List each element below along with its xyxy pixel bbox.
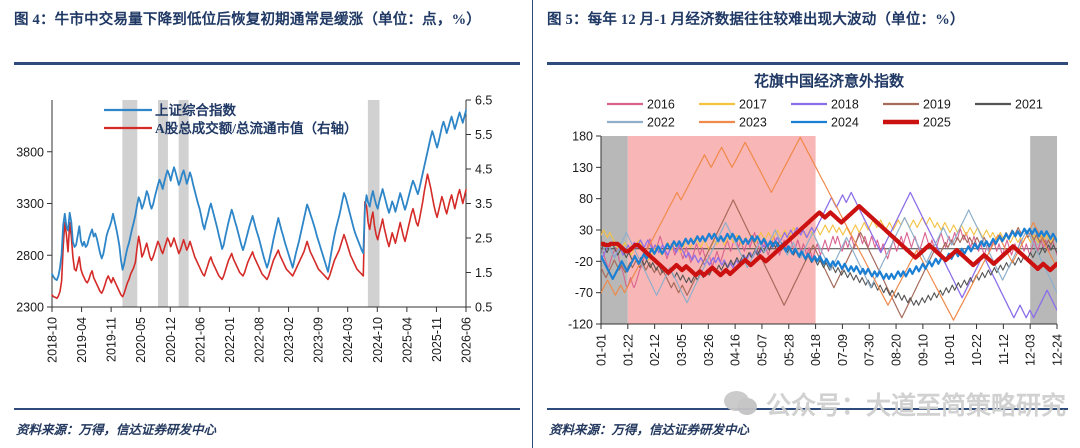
legend-label: 2023 xyxy=(739,116,767,130)
legend: 上证综合指数 A股总成交额/总流通市值（右轴） xyxy=(104,102,358,136)
y-tick-label-left: 3800 xyxy=(16,145,44,159)
figure-4-chart: 2300 2800 3300 3800 0.5 1.5 2.5 3.5 4.5 5.5 6.5 201… xyxy=(0,64,532,404)
x-tick-label: 04-16 xyxy=(729,334,743,366)
x-tick-label: 02-12 xyxy=(648,334,662,366)
figure-5-source: 资料来源：万得，信达证券研发中心 xyxy=(549,423,750,437)
legend-label: A股总成交额/总流通市值（右轴） xyxy=(155,120,358,136)
legend-label: 上证综合指数 xyxy=(155,102,236,118)
shaded-band xyxy=(157,100,168,307)
x-tick-label: 01-01 xyxy=(595,334,609,366)
x-tick-label: 2021-06 xyxy=(193,317,207,363)
x-tick-label: 2025-11 xyxy=(430,317,444,362)
y-tick-label: 130 xyxy=(572,161,593,175)
series-line-turnover xyxy=(51,173,467,300)
shaded-band xyxy=(367,100,380,307)
y-tick-label-left: 2800 xyxy=(16,249,44,263)
x-tick-label: 2025-04 xyxy=(400,317,414,363)
x-tick-label: 12-03 xyxy=(1024,334,1038,366)
x-tick-label: 11-12 xyxy=(997,334,1011,365)
x-tick-label: 09-10 xyxy=(916,334,930,366)
figure-4-bottom-rule xyxy=(14,407,520,410)
x-tick-label: 2023-02 xyxy=(282,317,296,363)
figure-4-top-rule xyxy=(14,62,520,65)
x-tick-label: 2020-05 xyxy=(134,317,148,363)
y-tick-label-right: 1.5 xyxy=(475,266,492,280)
figure-5-chart: -120 -70 -20 30 80 130 180 01-01 01-22 02-12 03-05… xyxy=(533,64,1080,404)
y-axis-left: 2300 2800 3300 3800 xyxy=(16,145,52,315)
legend-label: 2017 xyxy=(739,98,767,112)
series-line-index xyxy=(51,109,467,282)
series-line-2022 xyxy=(601,209,1057,304)
legend: 2016 2017 2018 2019 2021 2022 2023 2024 2025 xyxy=(607,98,1043,130)
shaded-bands xyxy=(601,136,1057,324)
legend-label: 2018 xyxy=(831,98,859,112)
x-tick-label: 2019-11 xyxy=(105,317,119,362)
y-tick-label: 80 xyxy=(579,192,593,206)
citi-surprise-index-chart-svg: -120 -70 -20 30 80 130 180 01-01 01-22 02-12 03-05… xyxy=(568,72,1065,366)
figure-4-title: 图 4：牛市中交易量下降到低位后恢复初期通常是缓涨（单位：点，%） xyxy=(14,12,481,28)
series-group xyxy=(51,109,467,300)
y-tick-label: -20 xyxy=(575,255,593,269)
series-line-2025 xyxy=(601,204,1057,278)
shanghai-composite-chart-svg: 2300 2800 3300 3800 0.5 1.5 2.5 3.5 4.5 5.5 6.5 201… xyxy=(16,94,492,363)
y-tick-label: 180 xyxy=(572,130,593,144)
x-tick-label: 2026-06 xyxy=(460,317,474,363)
x-tick-label: 2019-04 xyxy=(75,317,89,363)
x-tick-label: 2018-10 xyxy=(46,317,60,363)
x-tick-label: 03-26 xyxy=(702,334,716,366)
y-tick-label-right: 4.5 xyxy=(475,163,492,177)
x-tick-label: 10-22 xyxy=(970,334,984,366)
figure-5-top-rule xyxy=(547,62,1068,65)
series-line-2024 xyxy=(601,227,1057,280)
y-tick-label-right: 2.5 xyxy=(475,232,492,246)
legend-label: 2024 xyxy=(831,116,859,130)
x-tick-label: 06-18 xyxy=(809,334,823,366)
x-tick-label: 2024-10 xyxy=(371,317,385,363)
figure-5-title: 图 5：每年 12 月-1 月经济数据往往较难出现大波动（单位：%） xyxy=(547,12,965,28)
y-axis-right: 0.5 1.5 2.5 3.5 4.5 5.5 6.5 xyxy=(466,94,492,315)
x-tick-label: 10-01 xyxy=(943,334,957,366)
legend-label: 2025 xyxy=(923,116,951,130)
legend-label: 2016 xyxy=(647,98,675,112)
legend-label: 2022 xyxy=(647,116,675,130)
x-tick-label: 2023-09 xyxy=(312,317,326,363)
x-tick-label: 2020-12 xyxy=(164,317,178,363)
shaded-band xyxy=(178,100,189,307)
shaded-band xyxy=(601,136,628,324)
x-tick-label: 2022-08 xyxy=(253,317,267,363)
chart-title: 花旗中国经济意外指数 xyxy=(754,72,905,90)
x-tick-label: 01-22 xyxy=(621,334,635,366)
figure-4-panel: 图 4：牛市中交易量下降到低位后恢复初期通常是缓涨（单位：点，%） 2300 28… xyxy=(0,0,532,448)
x-tick-label: 07-30 xyxy=(863,334,877,366)
y-tick-label-right: 5.5 xyxy=(475,128,492,142)
figure-4-source: 资料来源：万得，信达证券研发中心 xyxy=(16,423,217,437)
y-tick-label-left: 3300 xyxy=(16,197,44,211)
x-tick-label: 2022-01 xyxy=(223,317,237,363)
x-tick-label: 2024-03 xyxy=(341,317,355,363)
x-tick-label: 12-24 xyxy=(1051,334,1065,366)
y-tick-label-right: 3.5 xyxy=(475,197,492,211)
series-group xyxy=(601,136,1057,321)
y-tick-label: -70 xyxy=(575,286,593,300)
y-tick-label-left: 2300 xyxy=(16,301,44,315)
x-tick-label: 05-07 xyxy=(755,334,769,366)
x-tick-label: 08-20 xyxy=(890,334,904,366)
series-line-2023 xyxy=(601,136,1057,321)
y-tick-label-right: 6.5 xyxy=(475,94,492,108)
legend-label: 2021 xyxy=(1015,98,1043,112)
y-tick-label: 30 xyxy=(579,224,593,238)
x-tick-label: 07-09 xyxy=(836,334,850,366)
x-axis: 01-01 01-22 02-12 03-05 03-26 04-16 05-07 05-28… xyxy=(595,324,1065,366)
series-line-2021 xyxy=(601,241,1057,306)
x-tick-label: 03-05 xyxy=(675,334,689,366)
y-axis: -120 -70 -20 30 80 130 180 xyxy=(568,130,601,332)
figure-5-panel: 图 5：每年 12 月-1 月经济数据往往较难出现大波动（单位：%） -120-… xyxy=(532,0,1080,448)
figure-5-bottom-rule xyxy=(547,407,1068,410)
y-tick-label: -120 xyxy=(568,318,593,332)
legend-label: 2019 xyxy=(923,98,951,112)
y-tick-label-right: 0.5 xyxy=(475,301,492,315)
x-tick-label: 05-28 xyxy=(782,334,796,366)
x-axis: 2018-10 2019-04 2019-11 2020-05 2020-12 2021-… xyxy=(46,307,474,363)
